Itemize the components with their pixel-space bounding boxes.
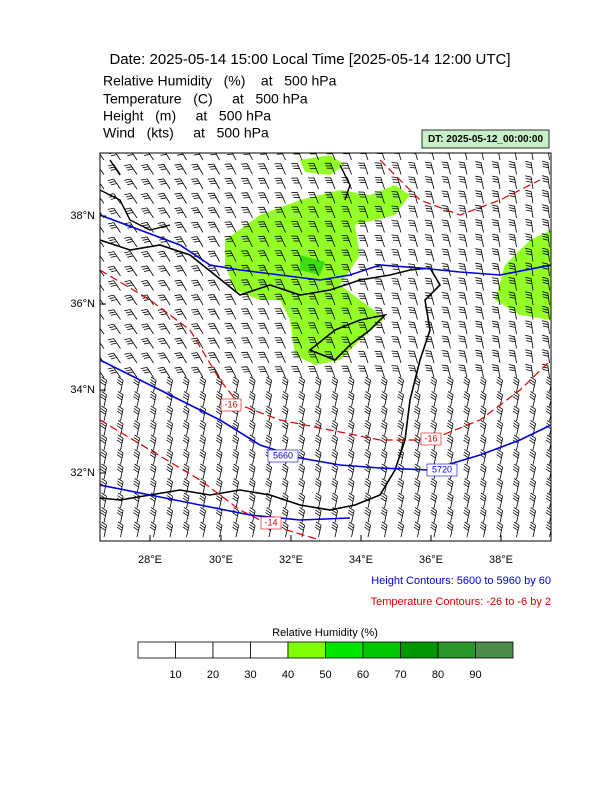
colorbar-label: 50 [319,669,331,681]
temperature-contour-label: -14 [264,517,277,527]
height-contour [100,484,351,521]
colorbar-label: 60 [357,669,369,681]
coastline [100,159,351,231]
lon-label: 28°E [138,554,162,566]
height-contour [100,214,551,281]
subtitle: Wind (kts) at 500 hPa [103,125,269,141]
colorbar-label: 90 [469,669,481,681]
lat-label: 38°N [70,210,95,222]
coastline [100,239,442,511]
temperature-contour-label: -16 [224,399,237,409]
contour-label-box [220,398,242,412]
temperature-contour [379,159,541,216]
humidity-area [495,230,551,320]
colorbar-box [400,641,439,659]
colorbar-box [287,641,326,659]
colorbar-box [250,641,289,659]
height-contour-label: 5660 [273,450,293,460]
height-contour-label: 5720 [432,464,452,474]
map-frame [99,152,552,542]
map [100,153,551,541]
temperature-contour [100,269,551,441]
colorbar-label: 10 [169,669,181,681]
colorbar-title: Relative Humidity (%) [272,627,378,639]
lat-label: 34°N [70,384,95,396]
lon-label: 38°E [489,554,513,566]
colorbar-box [437,641,476,659]
lat-label: 36°N [70,298,95,310]
lon-label: 30°E [209,554,233,566]
colorbar-box [475,641,514,659]
temperature-contour-label: -16 [424,433,437,443]
dt-box [421,129,550,149]
colorbar-box [362,641,401,659]
contour-label-box [420,432,442,446]
colorbar-box [212,641,251,659]
colorbar-box [137,641,176,659]
lon-label: 32°E [279,554,303,566]
colorbar-label: 40 [282,669,294,681]
temperature-legend: Temperature Contours: -26 to -6 by 2 [371,596,551,608]
subtitle: Relative Humidity (%) at 500 hPa [103,73,337,89]
subtitle: Temperature (C) at 500 hPa [103,91,308,107]
contour-label-box [426,463,458,477]
subtitle: Height (m) at 500 hPa [103,108,271,124]
lon-label: 34°E [349,554,373,566]
colorbar-box [325,641,364,659]
contour-label-box [267,449,299,463]
colorbar-label: 70 [394,669,406,681]
colorbar-label: 80 [432,669,444,681]
coastline [308,313,388,361]
height-legend: Height Contours: 5600 to 5960 by 60 [371,575,551,587]
colorbar-box [175,641,214,659]
colorbar-label: 30 [244,669,256,681]
lat-label: 32°N [70,467,95,479]
height-contour [100,359,551,471]
title: Date: 2025-05-14 15:00 Local Time [2025-… [109,51,510,68]
lon-label: 36°E [419,554,443,566]
humidity-area [300,155,345,175]
colorbar-label: 20 [207,669,219,681]
contour-label-box [260,516,282,530]
dt-label: DT: 2025-05-12_00:00:00 [428,134,544,145]
